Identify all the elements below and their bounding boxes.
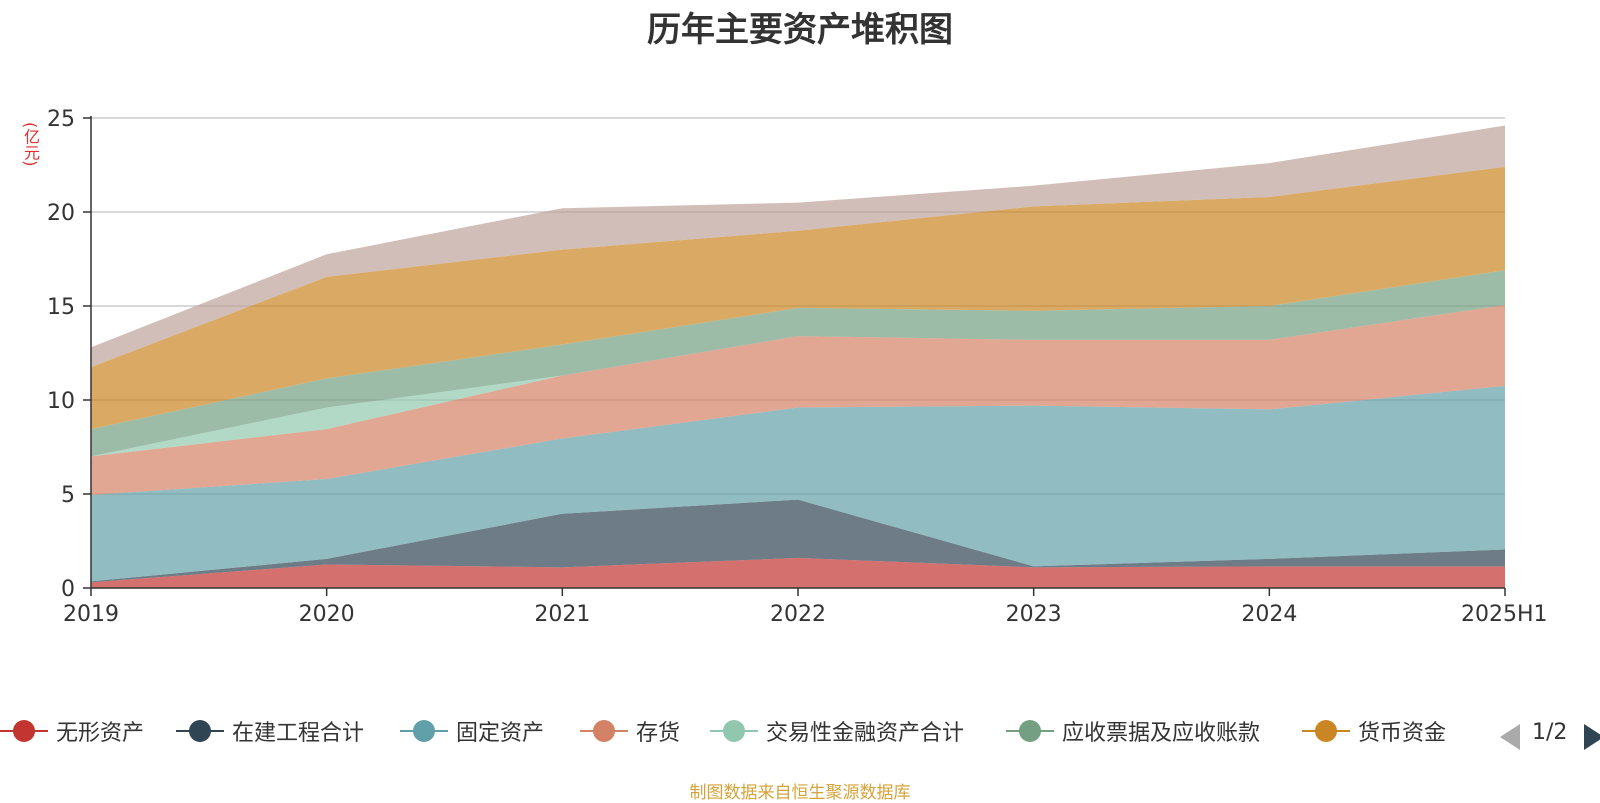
legend-marker-icon (580, 716, 628, 746)
area-series-1 (91, 499, 1505, 583)
y-tick-label: 15 (47, 295, 75, 320)
x-tick-label: 2025H1 (1461, 602, 1548, 627)
area-series-layer (91, 125, 1505, 588)
legend-marker-icon (1006, 716, 1054, 746)
pager-prev-icon[interactable] (1500, 724, 1520, 750)
legend-marker-icon (1302, 716, 1350, 746)
legend-label: 应收票据及应收账款 (1062, 721, 1261, 746)
chart-title: 历年主要资产堆积图 (647, 10, 953, 50)
legend-label: 无形资产 (56, 721, 145, 746)
pager-next-icon[interactable] (1584, 724, 1600, 750)
y-tick-label: 0 (61, 577, 75, 602)
y-tick-label: 5 (61, 483, 75, 508)
legend-marker-icon (0, 716, 48, 746)
legend-item-construction-in-progress[interactable]: 在建工程合计 (176, 716, 364, 746)
area-series-2 (91, 385, 1505, 582)
legend-item-receivables[interactable]: 应收票据及应收账款 (1006, 716, 1260, 746)
axes: 0 5 10 15 20 25 2019 2020 2021 2022 2023 2024 2025H1 (47, 107, 1548, 627)
area-series-0 (91, 557, 1505, 588)
legend-label: 货币资金 (1358, 721, 1447, 746)
x-tick-label: 2019 (63, 602, 119, 627)
x-tick-label: 2020 (299, 602, 355, 627)
data-source-note: 制图数据来自恒生聚源数据库 (689, 783, 911, 803)
area-series-3 (91, 305, 1505, 495)
x-tick-label: 2021 (534, 602, 590, 627)
legend-label: 交易性金融资产合计 (766, 721, 965, 746)
legend-marker-icon (176, 716, 224, 746)
legend-item-trading-financial-assets[interactable]: 交易性金融资产合计 (710, 716, 964, 746)
y-tick-label: 10 (47, 389, 75, 414)
legend-label: 固定资产 (456, 721, 545, 746)
pager-indicator: 1/2 (1532, 720, 1568, 745)
legend-pager: 1/2 (1500, 720, 1600, 754)
legend-marker-icon (400, 716, 448, 746)
legend-label: 存货 (636, 721, 681, 746)
legend-item-intangible-assets[interactable]: 无形资产 (0, 716, 144, 746)
x-tick-label: 2023 (1006, 602, 1062, 627)
legend-label: 在建工程合计 (232, 721, 365, 746)
y-tick-label: 20 (47, 201, 75, 226)
legend-item-monetary-funds[interactable]: 货币资金 (1302, 716, 1446, 746)
stacked-area-chart: 0 5 10 15 20 25 2019 2020 2021 2022 2023 2024 2025H1 (47, 107, 1548, 627)
y-tick-label: 25 (47, 107, 75, 132)
legend-marker-icon (710, 716, 758, 746)
area-series-6 (91, 166, 1505, 430)
x-tick-label: 2024 (1241, 602, 1297, 627)
legend: 无形资产 在建工程合计 固定资产 存货 交易性金融资产合计 应收票据及应收账款 … (0, 716, 1600, 756)
legend-item-inventory[interactable]: 存货 (580, 716, 680, 746)
area-series-7 (91, 125, 1505, 368)
x-tick-label: 2022 (770, 602, 826, 627)
legend-item-fixed-assets[interactable]: 固定资产 (400, 716, 544, 746)
area-series-5 (91, 270, 1505, 457)
y-unit-label: (亿元) (21, 122, 40, 167)
